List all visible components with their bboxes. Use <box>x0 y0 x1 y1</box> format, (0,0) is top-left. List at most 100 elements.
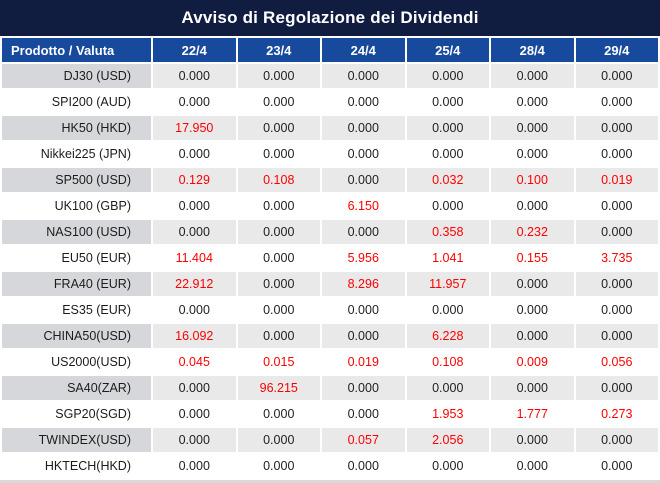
table-body: DJ30 (USD) 0.000 0.000 0.000 0.000 0.000 0.000… <box>2 64 658 478</box>
value-cell: 0.000 <box>575 142 658 166</box>
value-cell: 0.000 <box>237 272 320 296</box>
value-cell: 11.404 <box>153 246 236 270</box>
value-cell: 0.000 <box>153 298 236 322</box>
value-cell: 3.735 <box>575 246 658 270</box>
value-cell: 0.000 <box>153 90 236 114</box>
value-cell: 0.000 <box>237 220 320 244</box>
value-cell: 0.000 <box>575 272 658 296</box>
value-cell: 0.000 <box>491 454 574 478</box>
value-cell: 0.000 <box>322 298 405 322</box>
value-cell: 1.041 <box>406 246 489 270</box>
product-cell: HKTECH(HKD) <box>2 454 151 478</box>
table-row: EU50 (EUR) 11.404 0.000 5.956 1.041 0.155 3.73… <box>2 246 658 270</box>
product-cell: SGP20(SGD) <box>2 402 151 426</box>
value-cell: 0.000 <box>491 428 574 452</box>
value-cell: 22.912 <box>153 272 236 296</box>
value-cell: 0.000 <box>237 194 320 218</box>
value-cell: 0.000 <box>406 298 489 322</box>
value-cell: 0.000 <box>575 454 658 478</box>
value-cell: 0.000 <box>491 64 574 88</box>
value-cell: 0.000 <box>575 64 658 88</box>
value-cell: 0.000 <box>153 428 236 452</box>
value-cell: 0.000 <box>237 116 320 140</box>
value-cell: 0.015 <box>237 350 320 374</box>
value-cell: 0.045 <box>153 350 236 374</box>
value-cell: 0.056 <box>575 350 658 374</box>
value-cell: 0.000 <box>153 64 236 88</box>
product-cell: NAS100 (USD) <box>2 220 151 244</box>
value-cell: 0.129 <box>153 168 236 192</box>
value-cell: 0.000 <box>237 402 320 426</box>
product-cell: SA40(ZAR) <box>2 376 151 400</box>
bottom-border <box>0 480 660 483</box>
value-cell: 0.000 <box>237 324 320 348</box>
table-header: Prodotto / Valuta 22/4 23/4 24/4 25/4 28/4 29/… <box>2 38 658 62</box>
dividends-table: Prodotto / Valuta 22/4 23/4 24/4 25/4 28/4 29/… <box>0 36 660 480</box>
value-cell: 0.000 <box>237 454 320 478</box>
value-cell: 0.057 <box>322 428 405 452</box>
value-cell: 6.228 <box>406 324 489 348</box>
value-cell: 0.100 <box>491 168 574 192</box>
value-cell: 0.000 <box>575 194 658 218</box>
table-row: Nikkei225 (JPN) 0.000 0.000 0.000 0.000 0.000… <box>2 142 658 166</box>
table-row: CHINA50(USD) 16.092 0.000 0.000 6.228 0.000 0.… <box>2 324 658 348</box>
value-cell: 0.000 <box>153 454 236 478</box>
table-row: SP500 (USD) 0.129 0.108 0.000 0.032 0.100 0.01… <box>2 168 658 192</box>
table-row: HK50 (HKD) 17.950 0.000 0.000 0.000 0.000 0.00… <box>2 116 658 140</box>
value-cell: 2.056 <box>406 428 489 452</box>
value-cell: 0.000 <box>406 376 489 400</box>
date-column-header: 22/4 <box>153 38 236 62</box>
date-column-header: 28/4 <box>491 38 574 62</box>
value-cell: 0.000 <box>406 454 489 478</box>
table-row: US2000(USD) 0.045 0.015 0.019 0.108 0.009 0.05… <box>2 350 658 374</box>
product-cell: HK50 (HKD) <box>2 116 151 140</box>
value-cell: 0.000 <box>491 298 574 322</box>
table-row: HKTECH(HKD) 0.000 0.000 0.000 0.000 0.000 0.00… <box>2 454 658 478</box>
value-cell: 0.000 <box>153 402 236 426</box>
value-cell: 11.957 <box>406 272 489 296</box>
product-cell: SP500 (USD) <box>2 168 151 192</box>
table-row: DJ30 (USD) 0.000 0.000 0.000 0.000 0.000 0.000 <box>2 64 658 88</box>
product-cell: Nikkei225 (JPN) <box>2 142 151 166</box>
date-column-header: 25/4 <box>406 38 489 62</box>
value-cell: 1.953 <box>406 402 489 426</box>
value-cell: 0.009 <box>491 350 574 374</box>
value-cell: 96.215 <box>237 376 320 400</box>
value-cell: 0.232 <box>491 220 574 244</box>
value-cell: 0.000 <box>406 64 489 88</box>
product-cell: US2000(USD) <box>2 350 151 374</box>
value-cell: 0.000 <box>491 90 574 114</box>
value-cell: 0.000 <box>237 428 320 452</box>
value-cell: 16.092 <box>153 324 236 348</box>
value-cell: 0.000 <box>406 142 489 166</box>
value-cell: 0.000 <box>322 324 405 348</box>
value-cell: 0.000 <box>153 220 236 244</box>
value-cell: 0.000 <box>237 64 320 88</box>
table-row: FRA40 (EUR) 22.912 0.000 8.296 11.957 0.000 0.… <box>2 272 658 296</box>
table-row: TWINDEX(USD) 0.000 0.000 0.057 2.056 0.000 0.0… <box>2 428 658 452</box>
table-row: ES35 (EUR) 0.000 0.000 0.000 0.000 0.000 0.000 <box>2 298 658 322</box>
value-cell: 0.000 <box>153 194 236 218</box>
value-cell: 0.000 <box>491 376 574 400</box>
value-cell: 0.108 <box>406 350 489 374</box>
value-cell: 8.296 <box>322 272 405 296</box>
value-cell: 0.273 <box>575 402 658 426</box>
value-cell: 0.000 <box>575 90 658 114</box>
value-cell: 0.000 <box>237 246 320 270</box>
value-cell: 0.000 <box>575 324 658 348</box>
product-cell: CHINA50(USD) <box>2 324 151 348</box>
product-cell: ES35 (EUR) <box>2 298 151 322</box>
value-cell: 0.000 <box>575 220 658 244</box>
table-row: SPI200 (AUD) 0.000 0.000 0.000 0.000 0.000 0.0… <box>2 90 658 114</box>
value-cell: 17.950 <box>153 116 236 140</box>
value-cell: 0.000 <box>322 142 405 166</box>
date-column-header: 23/4 <box>237 38 320 62</box>
table-row: NAS100 (USD) 0.000 0.000 0.000 0.358 0.232 0.0… <box>2 220 658 244</box>
product-cell: TWINDEX(USD) <box>2 428 151 452</box>
value-cell: 0.000 <box>237 142 320 166</box>
product-cell: FRA40 (EUR) <box>2 272 151 296</box>
value-cell: 0.000 <box>322 454 405 478</box>
product-cell: EU50 (EUR) <box>2 246 151 270</box>
value-cell: 0.000 <box>406 194 489 218</box>
